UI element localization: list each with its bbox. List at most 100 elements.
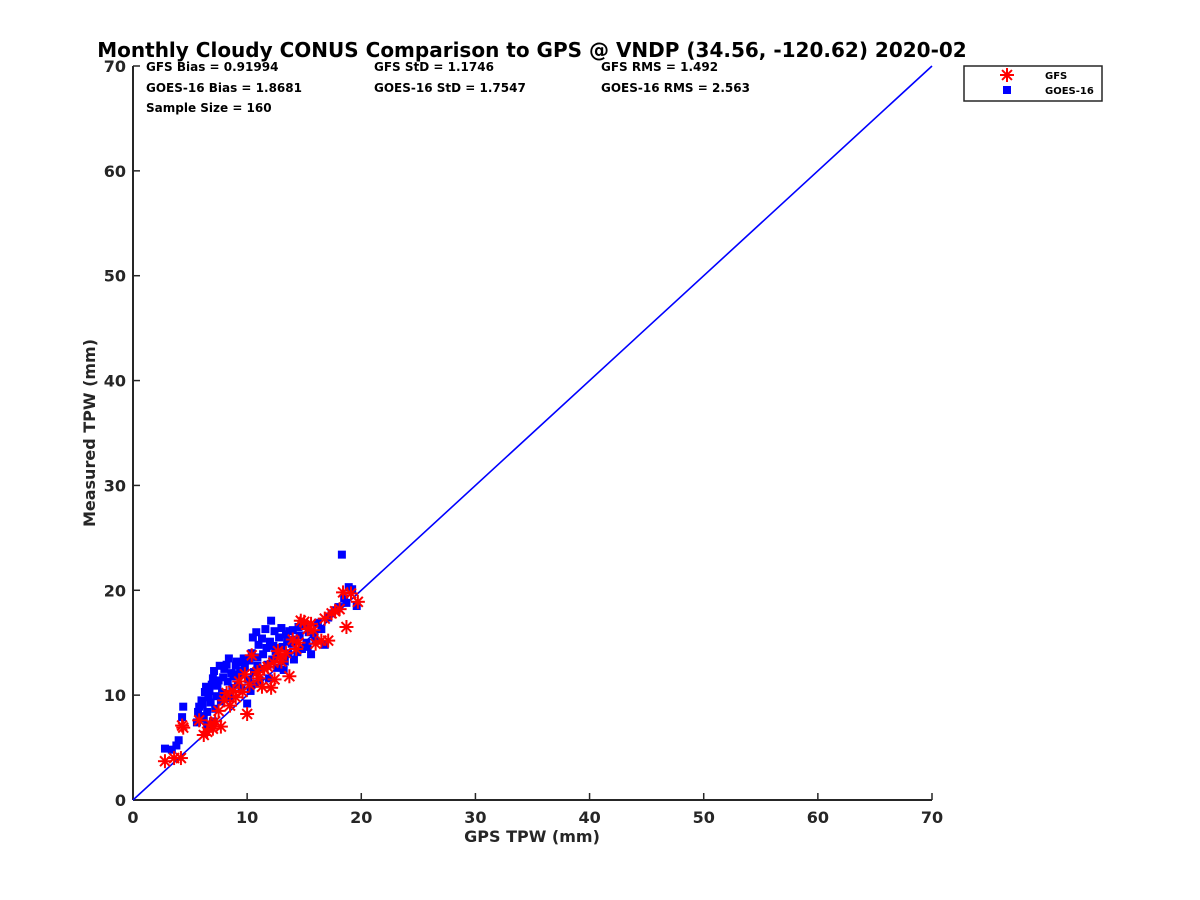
goes-16-point — [160, 744, 169, 753]
x-tick-label: 10 — [236, 808, 258, 827]
goes-16-point — [172, 741, 181, 750]
gfs-point — [344, 586, 359, 601]
x-tick-label: 60 — [807, 808, 829, 827]
goes-16-point — [202, 682, 211, 691]
goes-16-point — [206, 698, 215, 707]
stat-goes-bias: GOES-16 Bias = 1.8681 — [146, 81, 302, 95]
x-tick-label: 30 — [464, 808, 486, 827]
goes-16-point — [288, 626, 297, 635]
x-tick-label: 20 — [350, 808, 372, 827]
goes-16-point — [267, 616, 276, 625]
gfs-series — [157, 585, 365, 769]
y-tick-label: 60 — [104, 162, 126, 181]
goes-16-point — [179, 702, 188, 711]
goes-16-point — [228, 683, 237, 692]
gfs-point — [240, 707, 255, 722]
goes-16-point — [234, 680, 243, 689]
goes-16-point — [178, 713, 187, 722]
goes-16-point — [283, 637, 292, 646]
x-tick-label: 50 — [693, 808, 715, 827]
goes-16-point — [237, 684, 246, 693]
goes-16-point — [252, 628, 261, 637]
x-axis-ticks: 0 10 20 30 40 50 60 70 — [127, 793, 943, 827]
goes-16-point — [239, 654, 248, 663]
gfs-point — [332, 602, 347, 617]
gfs-point — [336, 585, 351, 600]
goes-16-point — [352, 602, 361, 611]
goes-16-point — [222, 660, 231, 669]
stat-goes-rms: GOES-16 RMS = 2.563 — [601, 81, 750, 95]
stat-sample-size: Sample Size = 160 — [146, 101, 272, 115]
legend-gfs-asterisk-icon — [1000, 68, 1014, 82]
goes-16-point — [251, 679, 260, 688]
goes-16-point — [342, 598, 351, 607]
goes-16-point — [307, 650, 316, 659]
gfs-point — [339, 619, 354, 634]
goes-16-point — [348, 585, 357, 594]
goes-16-point — [259, 650, 268, 659]
y-tick-label: 10 — [104, 686, 126, 705]
gfs-point — [267, 672, 282, 687]
legend-label-goes-16: GOES-16 — [1045, 86, 1094, 97]
stat-goes-std: GOES-16 StD = 1.7547 — [374, 81, 526, 95]
stats-block: GFS Bias = 0.91994 GFS StD = 1.1746 GFS … — [146, 60, 750, 115]
goes-16-point — [167, 745, 176, 754]
goes-16-point — [317, 625, 326, 634]
x-tick-label: 70 — [921, 808, 943, 827]
gfs-point — [304, 616, 319, 631]
goes-16-point — [208, 674, 217, 683]
goes-16-point — [277, 624, 286, 633]
goes-16-point — [200, 687, 209, 696]
goes-16-point — [261, 625, 270, 634]
gfs-point — [211, 703, 226, 718]
goes-16-series — [160, 550, 361, 754]
gfs-point — [223, 698, 238, 713]
goes-16-point — [243, 699, 252, 708]
goes-16-point — [264, 674, 273, 683]
goes-16-point — [295, 631, 304, 640]
goes-16-point — [293, 648, 302, 657]
goes-16-point — [337, 550, 346, 559]
goes-16-point — [248, 633, 257, 642]
y-tick-label: 20 — [104, 581, 126, 600]
goes-16-point — [289, 655, 298, 664]
goes-16-point — [257, 634, 266, 643]
gfs-point — [317, 611, 332, 626]
gfs-point — [213, 719, 228, 734]
gfs-point — [203, 717, 218, 732]
goes-16-point — [268, 655, 277, 664]
goes-16-point — [224, 654, 233, 663]
y-axis-label: Measured TPW (mm) — [80, 339, 99, 527]
goes-16-point — [303, 642, 312, 651]
goes-16-point — [236, 667, 245, 676]
goes-16-point — [246, 686, 255, 695]
goes-16-point — [214, 676, 223, 685]
goes-16-point — [219, 673, 228, 682]
stat-gfs-rms: GFS RMS = 1.492 — [601, 60, 718, 74]
goes-16-point — [220, 664, 229, 673]
gfs-point — [192, 713, 207, 728]
gfs-point — [251, 671, 266, 686]
gfs-point — [176, 720, 191, 735]
goes-16-point — [313, 618, 322, 627]
goes-16-point — [213, 681, 222, 690]
legend-gfs-marker-shape — [1000, 68, 1014, 82]
stat-gfs-bias: GFS Bias = 0.91994 — [146, 60, 278, 74]
goes-16-point — [204, 693, 213, 702]
goes-16-point — [194, 707, 203, 716]
gfs-point — [242, 677, 257, 692]
gfs-point — [350, 594, 365, 609]
goes-16-point — [226, 694, 235, 703]
y-tick-label: 70 — [104, 57, 126, 76]
axes — [132, 66, 932, 801]
goes-16-point — [253, 653, 262, 662]
goes-16-point — [310, 630, 319, 639]
stat-gfs-std: GFS StD = 1.1746 — [374, 60, 494, 74]
y-axis-ticks: 0 10 20 30 40 50 60 70 — [104, 57, 140, 810]
goes-16-point — [198, 700, 207, 709]
legend-box — [963, 65, 1103, 102]
y-tick-label: 50 — [104, 267, 126, 286]
goes-16-point — [231, 661, 240, 670]
goes-16-point — [212, 692, 221, 701]
